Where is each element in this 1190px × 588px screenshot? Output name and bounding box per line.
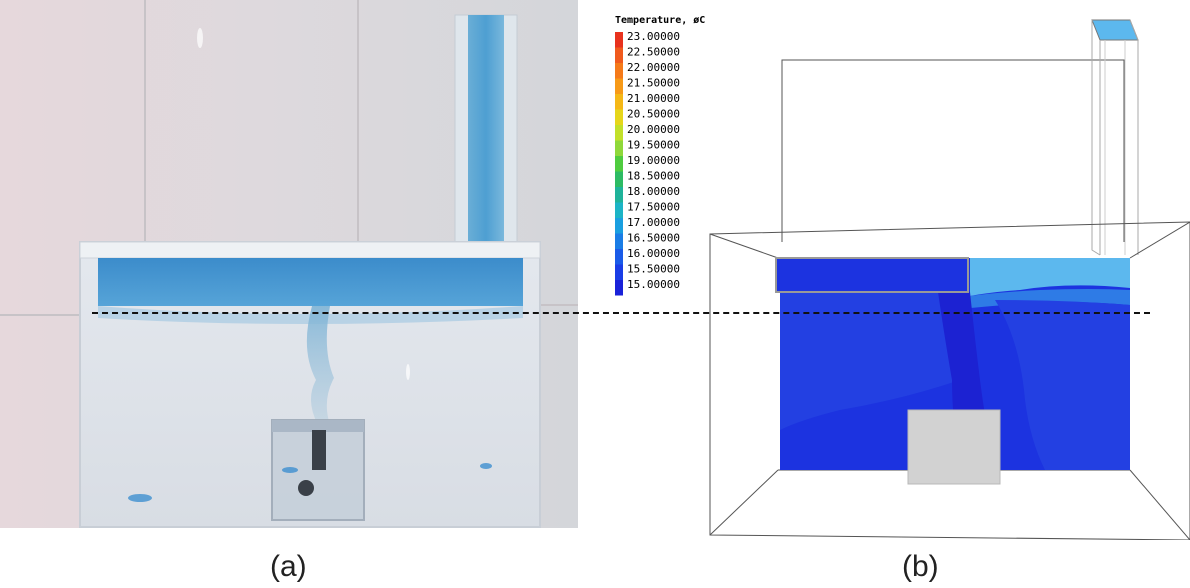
legend-tick-label: 21.50000 <box>627 77 680 90</box>
legend-tick-label: 18.00000 <box>627 185 680 198</box>
legend-tick-label: 19.00000 <box>627 154 680 167</box>
nozzle-base <box>298 480 314 496</box>
legend-swatch <box>615 125 623 141</box>
blue-dye-layer <box>98 258 523 306</box>
legend-tick-label: 20.00000 <box>627 123 680 136</box>
legend-swatch <box>615 140 623 156</box>
legend-swatch <box>615 280 623 296</box>
caption-a: (a) <box>270 550 307 583</box>
chimney <box>1091 19 1139 256</box>
legend-tick-label: 16.50000 <box>627 232 680 245</box>
legend-tick-label: 22.50000 <box>627 46 680 59</box>
nozzle <box>312 430 326 470</box>
legend-swatch <box>615 94 623 110</box>
legend-swatch <box>615 63 623 79</box>
field-upper-light <box>970 258 1130 296</box>
legend: 23.00000 22.50000 22.00000 21.50000 21.00000… <box>615 30 680 296</box>
legend-swatch <box>615 109 623 125</box>
legend-swatch <box>615 47 623 63</box>
dye-plume <box>306 306 334 425</box>
legend-swatch <box>615 202 623 218</box>
legend-swatch <box>615 156 623 172</box>
legend-tick-label: 20.50000 <box>627 108 680 121</box>
legend-swatch <box>615 264 623 280</box>
temperature-field <box>775 257 1130 485</box>
legend-swatch <box>615 218 623 234</box>
legend-title: Temperature, øC <box>615 15 705 26</box>
legend-tick-label: 17.00000 <box>627 216 680 229</box>
legend-tick-label: 17.50000 <box>627 201 680 214</box>
upper-wireframe <box>781 59 1125 242</box>
field-zone-left <box>780 292 960 430</box>
legend-tick-label: 18.50000 <box>627 170 680 183</box>
legend-tick-label: 16.00000 <box>627 247 680 260</box>
cfd-temperature-plot: Temperature, øC 23.00000 22.50000 22.00000… <box>615 15 1190 540</box>
reflections <box>197 28 410 380</box>
legend-swatch <box>615 233 623 249</box>
legend-swatch <box>615 78 623 94</box>
tank-top-rim <box>79 241 541 259</box>
legend-tick-label: 15.50000 <box>627 263 680 276</box>
field-zone-right <box>995 300 1130 470</box>
legend-tick-label: 15.00000 <box>627 278 680 291</box>
obstacle-block <box>907 409 1001 485</box>
reference-dashed-line <box>92 312 1150 314</box>
legend-swatch <box>615 249 623 265</box>
legend-swatch <box>615 187 623 203</box>
caption-b: (b) <box>902 550 939 583</box>
chimney-dye <box>468 15 504 265</box>
legend-swatch <box>615 171 623 187</box>
legend-tick-label: 22.00000 <box>627 61 680 74</box>
legend-tick-label: 21.00000 <box>627 92 680 105</box>
dye-spots <box>128 463 492 502</box>
ceiling-baffle <box>775 257 969 293</box>
heat-source-top <box>272 420 364 432</box>
legend-tick-label: 19.50000 <box>627 139 680 152</box>
legend-tick-label: 23.00000 <box>627 30 680 43</box>
experiment-photo <box>0 0 578 528</box>
legend-swatch <box>615 32 623 48</box>
